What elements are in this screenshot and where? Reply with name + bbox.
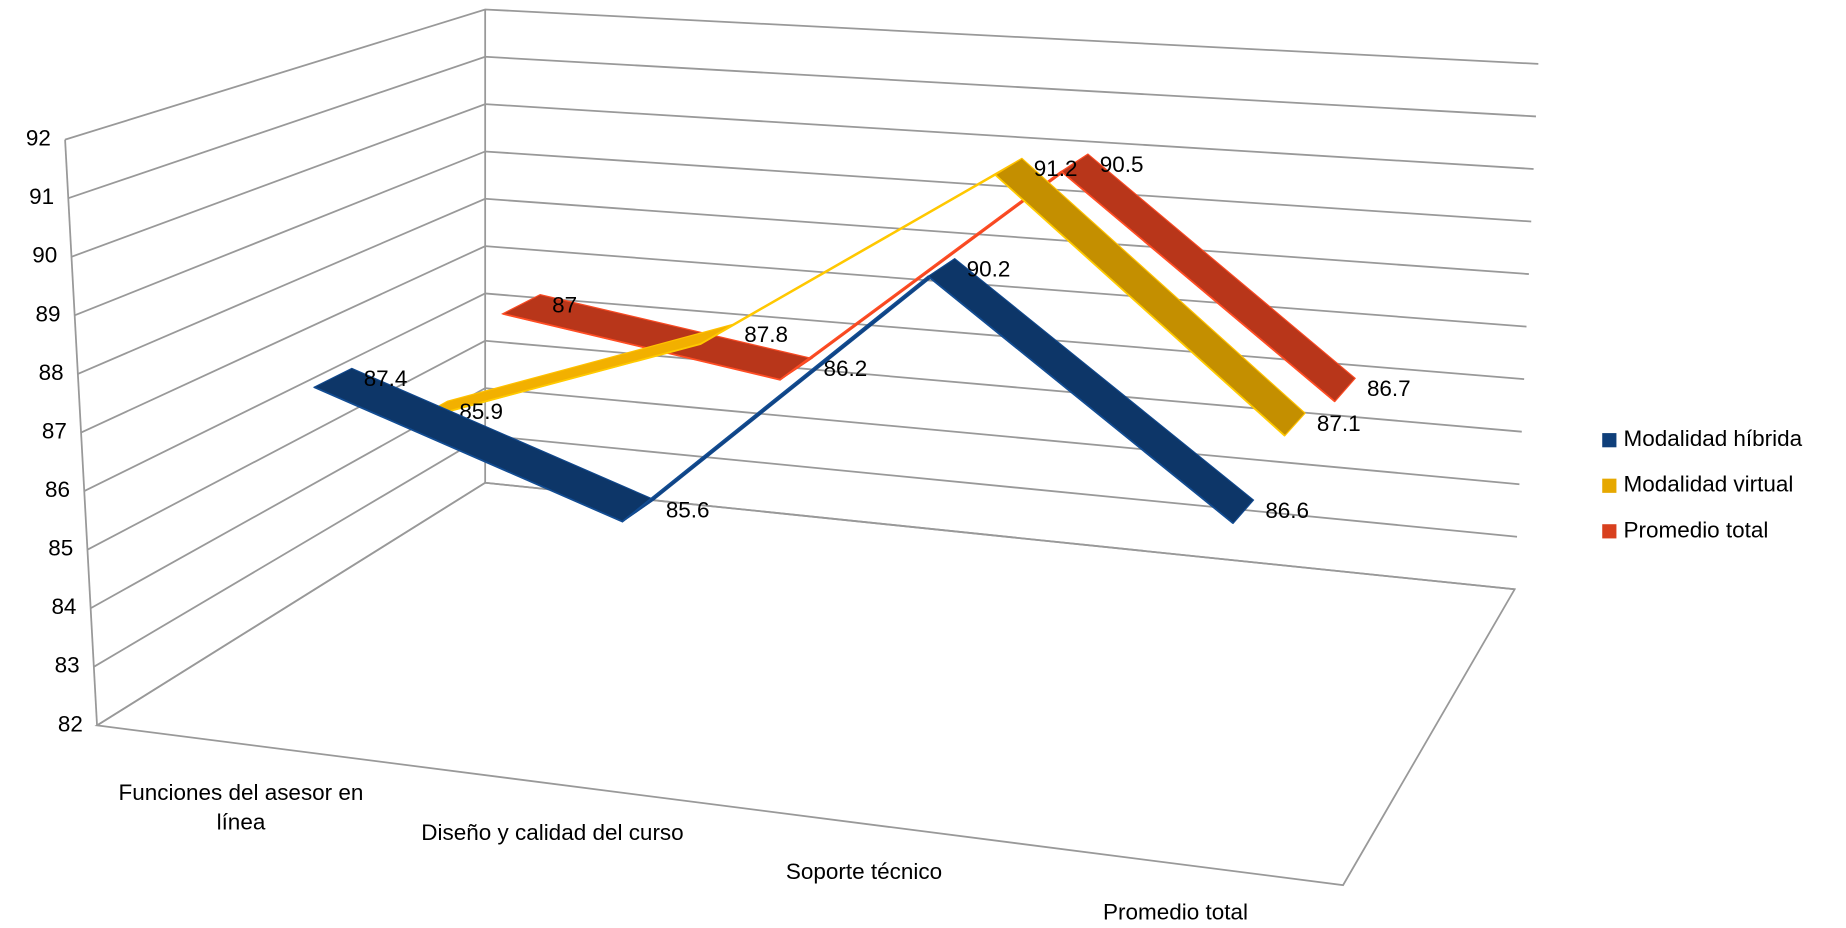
data-label: 85.6 — [666, 497, 710, 522]
grid-line — [74, 150, 1532, 317]
grid-line — [83, 292, 1525, 492]
grid-line — [80, 245, 1527, 434]
grid-line — [64, 8, 1539, 141]
data-label: 86.6 — [1265, 498, 1309, 523]
y-tick-label: 84 — [51, 594, 76, 619]
y-tick-label: 89 — [35, 301, 60, 326]
y-tick-label: 90 — [32, 243, 57, 268]
x-tick-label: Soporte técnico — [785, 860, 943, 886]
series-line — [410, 173, 1286, 437]
y-tick-label: 87 — [42, 418, 67, 443]
y-tick-label: 91 — [29, 184, 54, 209]
y-axis — [64, 139, 98, 726]
legend-swatch — [1602, 524, 1617, 539]
grid-line — [71, 103, 1534, 258]
data-label: 86.2 — [824, 356, 868, 381]
data-label: 87.1 — [1317, 411, 1361, 436]
x-tick-label: Promedio total — [1102, 900, 1248, 926]
x-tick-label: Diseño y calidad del curso — [421, 820, 684, 846]
legend-label: Promedio total — [1624, 517, 1769, 542]
data-label: 87.8 — [744, 322, 788, 347]
y-tick-label: 86 — [45, 477, 70, 502]
y-tick-label: 82 — [58, 711, 83, 736]
y-tick-label: 83 — [55, 653, 80, 678]
x-tick-label: Funciones del asesor en línea — [118, 780, 364, 836]
data-label: 87.4 — [364, 366, 408, 391]
legend-label: Modalidad virtual — [1624, 472, 1794, 497]
series-line — [313, 275, 1234, 524]
y-tick-label: 92 — [26, 126, 51, 151]
legend-label: Modalidad híbrida — [1624, 426, 1803, 451]
grid-line — [96, 481, 1515, 727]
series-line — [502, 170, 1336, 403]
grid-line — [93, 434, 1518, 668]
data-label: 90.2 — [967, 256, 1011, 281]
y-tick-label: 88 — [39, 360, 64, 385]
data-label: 86.7 — [1367, 376, 1411, 401]
data-label: 91.2 — [1034, 156, 1078, 181]
grid-line — [67, 55, 1537, 200]
data-label: 87 — [552, 292, 577, 317]
y-tick-label: 85 — [48, 536, 73, 561]
data-label: 90.5 — [1100, 152, 1144, 177]
grid-line — [87, 339, 1522, 551]
legend-swatch — [1602, 433, 1617, 448]
legend-swatch — [1602, 478, 1617, 493]
